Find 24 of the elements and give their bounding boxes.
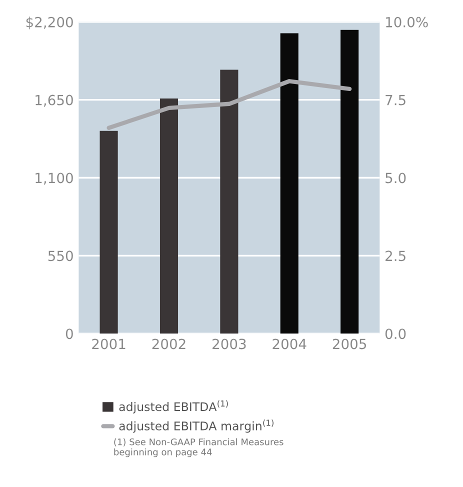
x-tick-label: 2001 [92, 338, 126, 350]
y2-tick-label: 2.5 [386, 250, 406, 262]
legend-label: adjusted EBITDA$^{(1)}$ [119, 400, 228, 414]
bar [340, 30, 359, 334]
y2-tick-label: 0.0 [385, 328, 406, 340]
legend-label: adjusted EBITDA margin$^{(1)}$ [119, 419, 274, 433]
x-tick-label: 2005 [332, 338, 366, 350]
y-tick-label: 0 [66, 328, 73, 340]
y2-tick-label: 5.0 [386, 172, 406, 184]
line-series [106, 79, 352, 130]
y-tick-label: $2,200 [26, 16, 73, 30]
text: (1) See Non-GAAP Financial Measures beginning on page 44 [114, 438, 284, 458]
x-tick-label: 2004 [272, 338, 306, 350]
bar [160, 98, 178, 334]
y-tick-label: 1,650 [36, 94, 73, 107]
x-tick-label: 2002 [152, 338, 186, 350]
y-tick-label: 1,100 [36, 172, 73, 185]
bar [100, 130, 118, 334]
bar [220, 70, 238, 334]
y2-tick-label: 10.0% [386, 16, 428, 28]
x-tick-label: 2003 [212, 338, 246, 350]
y-tick-label: 550 [48, 250, 73, 262]
bar [280, 33, 298, 334]
y2-tick-label: 7.5 [386, 94, 406, 106]
